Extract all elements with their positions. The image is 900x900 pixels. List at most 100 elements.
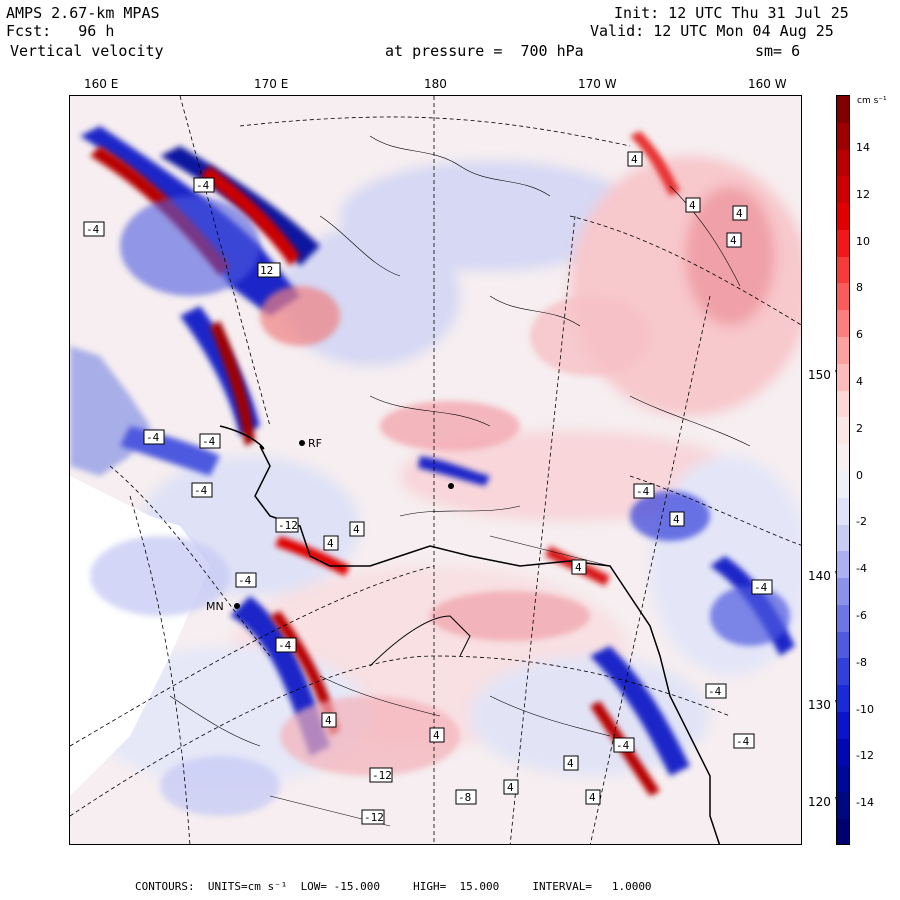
box-label: 4	[321, 712, 337, 728]
colorbar-segment	[837, 176, 849, 204]
field-name: Vertical velocity	[10, 42, 164, 60]
svg-text:-12: -12	[364, 811, 384, 824]
colorbar-segment	[837, 631, 849, 659]
box-label: -8	[455, 789, 477, 805]
colorbar-tick-label: 2	[856, 421, 863, 435]
extremum-labels: 4 4 4 4 -4 -4 12 -4 -4 -4 -12 4 4 -4 4 -…	[83, 151, 773, 825]
colorbar-segment	[837, 819, 849, 844]
colorbar-tick-label: 4	[856, 375, 863, 388]
colorbar-segment	[837, 604, 849, 632]
svg-text:-12: -12	[372, 769, 392, 782]
box-label: -4	[613, 737, 635, 753]
box-label: -4	[199, 433, 221, 449]
colorbar-tick-label: -14	[856, 796, 874, 810]
svg-text:-4: -4	[202, 435, 216, 448]
velocity-map[interactable]: RF MN 4 4 4 4 -4 -4 12 -4 -4 -4 -12 4 4 …	[69, 95, 802, 845]
colorbar-segment	[837, 283, 849, 311]
colorbar-segment	[837, 765, 849, 793]
svg-text:4: 4	[507, 781, 514, 794]
colorbar-tick-label: -6	[856, 609, 867, 622]
svg-text:4: 4	[575, 561, 582, 574]
stations: RF MN	[206, 437, 454, 613]
colorbar-segment	[837, 363, 849, 391]
coastline	[219, 425, 721, 844]
colorbar	[836, 95, 850, 845]
box-label: 4	[685, 197, 701, 213]
box-label: 4	[563, 755, 579, 771]
svg-text:-4: -4	[754, 581, 768, 594]
colorbar-tick-label: 0	[856, 468, 863, 482]
svg-text:4: 4	[353, 523, 360, 536]
box-label: -4	[633, 483, 655, 499]
colorbar-tick-label: 6	[856, 328, 863, 342]
box-label: 4	[429, 727, 445, 743]
svg-text:-4: -4	[86, 223, 100, 236]
colorbar-segment	[837, 149, 849, 177]
svg-text:4: 4	[327, 537, 334, 550]
colorbar-segment	[837, 337, 849, 364]
colorbar-unit: cm s⁻¹	[857, 96, 887, 106]
box-label: -4	[235, 572, 257, 588]
svg-text:-4: -4	[636, 485, 650, 498]
box-label: 4	[571, 559, 587, 575]
init-time: Init: 12 UTC Thu 31 Jul 25	[614, 4, 849, 22]
svg-text:-4: -4	[616, 739, 630, 752]
svg-text:-4: -4	[146, 431, 160, 444]
station-mn-label: MN	[206, 600, 224, 613]
colorbar-segment	[837, 229, 849, 257]
lon-label-160w: 160 W	[748, 77, 787, 91]
box-label: -4	[83, 221, 105, 237]
box-label: -4	[143, 429, 165, 445]
box-label: -12	[369, 767, 393, 783]
box-label: -12	[361, 809, 385, 825]
colorbar-tick-label: -10	[856, 702, 874, 716]
colorbar-segment	[837, 792, 849, 820]
box-label: 4	[503, 779, 519, 795]
colorbar-segment	[837, 685, 849, 712]
lon-label-180: 180	[424, 77, 447, 91]
colorbar-segment	[837, 470, 849, 498]
svg-text:4: 4	[689, 199, 696, 212]
colorbar-segment	[837, 390, 849, 418]
box-label: 4	[585, 789, 601, 805]
colorbar-segment	[837, 203, 849, 230]
station-marker	[448, 483, 454, 489]
station-rf-label: RF	[308, 437, 322, 450]
box-label: 4	[669, 511, 685, 527]
svg-text:4: 4	[736, 207, 743, 220]
lon-label-170w: 170 W	[578, 77, 617, 91]
colorbar-segment	[837, 551, 849, 579]
colorbar-tick-label: -4	[856, 562, 867, 576]
box-label: 4	[726, 232, 742, 248]
colorbar-tick-label: 14	[856, 141, 870, 154]
svg-text:-8: -8	[458, 791, 471, 804]
colorbar-segment	[837, 738, 849, 766]
station-mn-marker	[234, 603, 240, 609]
svg-text:-4: -4	[278, 639, 292, 652]
colorbar-segment	[837, 310, 849, 338]
lon-label-160e: 160 E	[84, 77, 119, 91]
box-label: -4	[275, 637, 297, 653]
colorbar-segment	[837, 122, 849, 150]
svg-text:4: 4	[433, 729, 440, 742]
svg-text:-4: -4	[194, 484, 208, 497]
colorbar-segment	[837, 711, 849, 739]
map-canvas: RF MN 4 4 4 4 -4 -4 12 -4 -4 -4 -12 4 4 …	[70, 96, 801, 844]
svg-text:-4: -4	[736, 735, 750, 748]
colorbar-segment	[837, 96, 849, 123]
colorbar-tick-label: 8	[856, 281, 863, 295]
box-label: 4	[323, 535, 339, 551]
forecast-hour: Fcst: 96 h	[6, 22, 115, 40]
svg-text:4: 4	[730, 234, 737, 247]
valid-time: Valid: 12 UTC Mon 04 Aug 25	[590, 22, 834, 40]
box-label: -4	[193, 177, 215, 193]
svg-text:12: 12	[260, 264, 273, 277]
colorbar-segment	[837, 444, 849, 471]
svg-text:4: 4	[589, 791, 596, 804]
colorbar-segment	[837, 256, 849, 284]
svg-text:4: 4	[631, 153, 638, 166]
svg-text:-4: -4	[238, 574, 252, 587]
svg-text:-4: -4	[708, 685, 722, 698]
ice-shelf-edge	[369, 615, 471, 667]
box-label: -12	[275, 517, 299, 533]
